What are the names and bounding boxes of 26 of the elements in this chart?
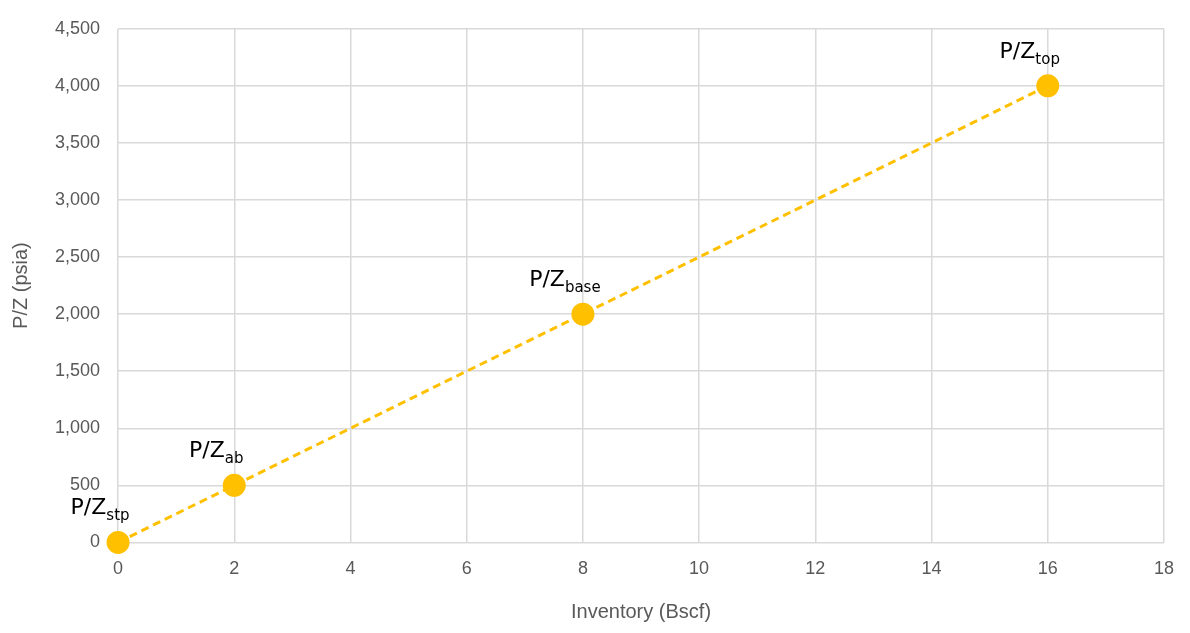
y-tick-label: 2,000 (55, 303, 101, 324)
x-tick-label: 4 (345, 558, 356, 579)
y-tick-label: 3,000 (55, 188, 101, 209)
x-tick-label: 12 (805, 558, 826, 579)
y-axis-title: P/Z (psia) (8, 242, 31, 329)
x-tick-label: 14 (921, 558, 942, 579)
x-tick-label: 6 (461, 558, 472, 579)
x-axis-title: Inventory (Bscf) (570, 599, 712, 622)
point (571, 302, 595, 326)
x-tick-label: 0 (113, 558, 124, 579)
x-tick-label: 16 (1037, 558, 1058, 579)
point (1036, 74, 1060, 98)
y-tick-label: 0 (90, 531, 101, 552)
y-tick-label: 1,500 (55, 360, 101, 381)
x-tick-label: 18 (1153, 558, 1174, 579)
point (222, 473, 246, 497)
point (106, 530, 130, 554)
y-tick-label: 1,000 (55, 417, 101, 438)
y-tick-label: 2,500 (55, 246, 101, 267)
y-tick-label: 4,000 (55, 74, 101, 95)
y-tick-label: 4,500 (55, 17, 101, 38)
y-tick-label: 3,500 (55, 131, 101, 152)
y-tick-label: 500 (70, 474, 101, 495)
x-tick-label: 10 (689, 558, 710, 579)
x-tick-label: 2 (229, 558, 240, 579)
x-tick-label: 8 (577, 558, 588, 579)
